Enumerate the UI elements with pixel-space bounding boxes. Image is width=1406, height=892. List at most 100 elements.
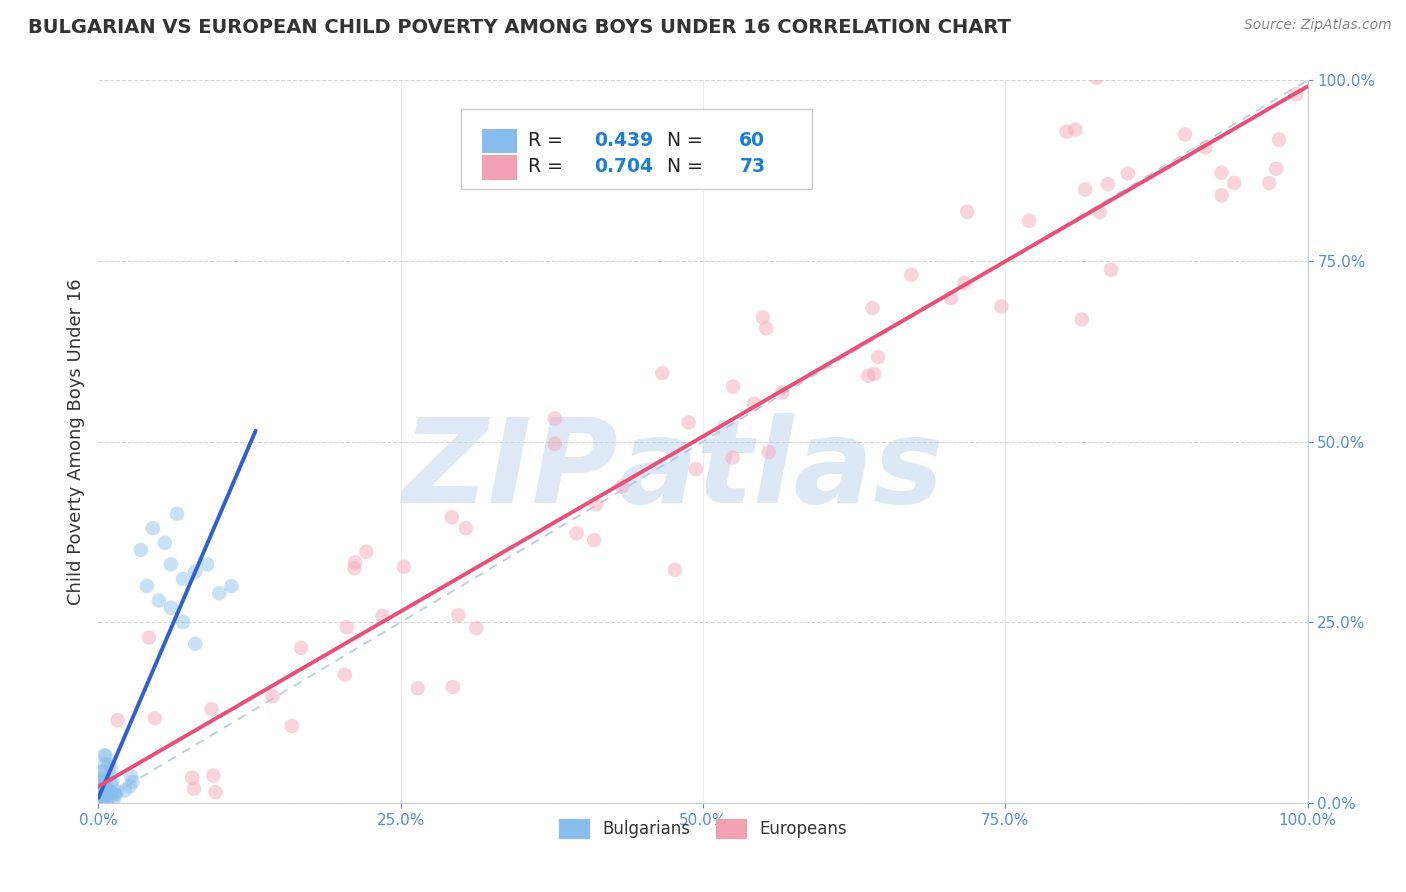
Text: BULGARIAN VS EUROPEAN CHILD POVERTY AMONG BOYS UNDER 16 CORRELATION CHART: BULGARIAN VS EUROPEAN CHILD POVERTY AMON… [28, 18, 1011, 37]
Europeans [96, 797, 118, 812]
Text: N =: N = [666, 131, 709, 150]
Europeans [1088, 205, 1111, 219]
Bulgarians [195, 558, 218, 572]
Europeans [956, 204, 979, 219]
Europeans [1223, 176, 1246, 190]
Europeans [1211, 166, 1233, 180]
Bulgarians [87, 795, 110, 809]
Bulgarians [90, 789, 112, 803]
Europeans [454, 521, 477, 535]
Europeans [290, 640, 312, 655]
Bulgarians [172, 615, 194, 630]
Europeans [953, 276, 976, 290]
Bulgarians [172, 572, 194, 586]
Bulgarians [90, 771, 112, 785]
Bulgarians [135, 579, 157, 593]
Bulgarians [97, 757, 120, 772]
Europeans [1099, 262, 1122, 277]
Europeans [201, 702, 224, 716]
Bulgarians [89, 782, 111, 797]
Europeans [343, 561, 366, 575]
Bulgarians [103, 794, 125, 808]
Europeans [107, 713, 129, 727]
Text: R =: R = [527, 131, 568, 150]
Europeans [1116, 167, 1139, 181]
Europeans [465, 621, 488, 635]
Text: 60: 60 [740, 131, 765, 150]
Europeans [1211, 188, 1233, 202]
Bulgarians [87, 787, 110, 801]
Europeans [96, 826, 118, 840]
Europeans [204, 785, 226, 799]
Europeans [1074, 182, 1097, 196]
Europeans [143, 711, 166, 725]
Bulgarians [160, 600, 183, 615]
Europeans [1070, 312, 1092, 326]
Bulgarians [160, 558, 183, 572]
Europeans [1064, 122, 1087, 136]
Europeans [1085, 70, 1108, 85]
FancyBboxPatch shape [461, 109, 811, 189]
Bulgarians [90, 796, 112, 810]
Europeans [868, 350, 890, 364]
Text: 0.439: 0.439 [595, 131, 654, 150]
Bulgarians [153, 535, 176, 549]
Europeans [447, 608, 470, 623]
Legend: Bulgarians, Europeans: Bulgarians, Europeans [553, 813, 853, 845]
Europeans [181, 771, 204, 785]
Bulgarians [100, 760, 122, 774]
Bulgarians [148, 593, 170, 607]
Europeans [392, 559, 415, 574]
Bulgarians [94, 776, 117, 790]
Europeans [1194, 140, 1216, 154]
Europeans [862, 301, 884, 315]
Europeans [651, 366, 673, 380]
Europeans [406, 681, 429, 696]
Europeans [138, 631, 160, 645]
Bulgarians [93, 780, 115, 795]
Europeans [356, 545, 378, 559]
Europeans [371, 608, 394, 623]
Bulgarians [121, 775, 143, 789]
Bulgarians [90, 794, 112, 808]
Europeans [751, 310, 773, 325]
Europeans [1174, 128, 1197, 142]
Bulgarians [104, 788, 127, 802]
Europeans [1268, 133, 1291, 147]
Europeans [565, 526, 588, 541]
Europeans [1018, 214, 1040, 228]
Bulgarians [90, 785, 112, 799]
Europeans [610, 479, 633, 493]
Europeans [336, 620, 359, 634]
Bulgarians [166, 507, 188, 521]
Bulgarians [100, 777, 122, 791]
Bulgarians [184, 565, 207, 579]
Bulgarians [93, 789, 115, 804]
Europeans [1097, 178, 1119, 192]
Bulgarians [87, 786, 110, 800]
Europeans [441, 680, 464, 694]
Bulgarians [104, 787, 127, 801]
Bulgarians [91, 796, 114, 810]
Europeans [440, 510, 463, 524]
Bulgarians [142, 521, 165, 535]
Europeans [262, 689, 284, 703]
Bulgarians [93, 748, 115, 763]
Bulgarians [98, 769, 121, 783]
Bulgarians [94, 749, 117, 764]
Europeans [863, 367, 886, 381]
Europeans [755, 321, 778, 335]
Europeans [941, 291, 963, 305]
Bulgarians [93, 757, 115, 772]
Bulgarians [105, 784, 128, 798]
Europeans [125, 853, 148, 867]
Bulgarians [118, 780, 141, 794]
Europeans [758, 445, 780, 459]
Bulgarians [96, 795, 118, 809]
Text: R =: R = [527, 158, 568, 177]
Bulgarians [120, 769, 142, 783]
Bulgarians [91, 764, 114, 778]
Bar [482, 155, 516, 178]
Europeans [664, 563, 686, 577]
Text: N =: N = [666, 158, 709, 177]
